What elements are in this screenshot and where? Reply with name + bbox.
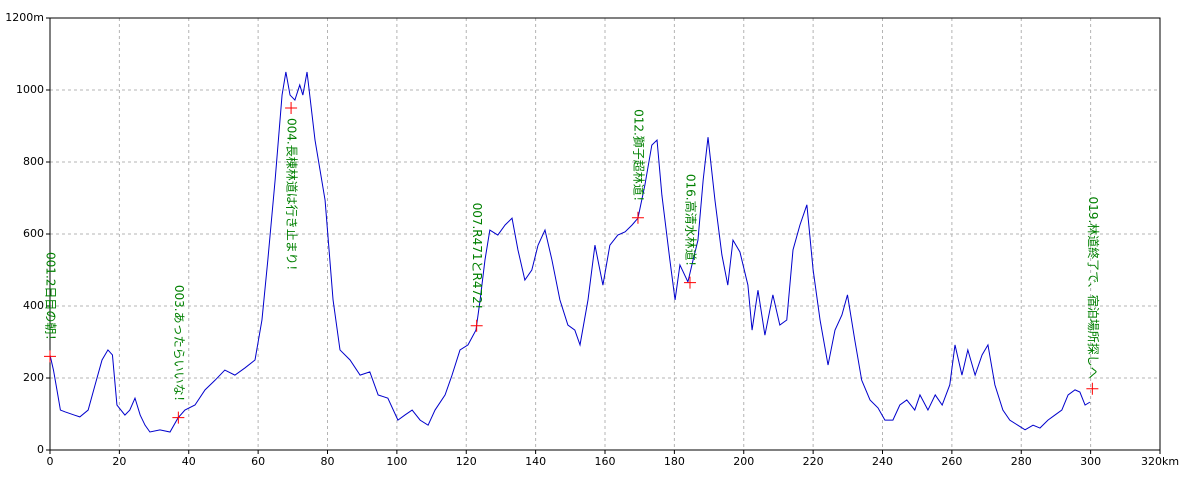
x-tick-label: 240 [872,455,893,468]
x-tick-label: 20 [112,455,126,468]
y-tick-label: 800 [23,155,44,168]
waypoint-label: 012.獅子超林道！ [631,109,646,208]
waypoint-label: 007.R471とR472！ [470,203,484,316]
waypoint-marker [631,211,644,224]
waypoint-label: 004.長棟林道は行き止まり！ [285,118,300,277]
elevation-line [49,71,1091,433]
waypoint-marker [683,276,696,289]
waypoint-marker [285,102,298,114]
waypoint-label: 016.高清水林道！ [683,174,698,273]
x-tick-label: 80 [321,455,335,468]
plot-frame [49,17,1161,451]
y-tick-label: 0 [37,443,44,456]
y-tick-label: 600 [23,227,44,240]
x-tick-label: 260 [941,455,962,468]
x-tick-label: 220 [803,455,824,468]
x-tick-label: 100 [386,455,407,468]
x-tick-label: 120 [456,455,477,468]
waypoint-label: 001.2日目の朝！ [44,252,58,346]
x-tick-label: 0 [47,455,54,468]
x-tick-label: 320km [1141,455,1179,468]
y-tick-label: 200 [23,371,44,384]
y-tick-label: 1000 [16,83,44,96]
y-tick-label: 400 [23,299,44,312]
x-tick-label: 40 [182,455,196,468]
waypoint-marker [44,350,56,363]
x-tick-label: 160 [595,455,616,468]
x-tick-label: 280 [1011,455,1032,468]
x-tick-label: 200 [733,455,754,468]
waypoint-marker [172,411,185,424]
y-tick-label: 1200m [5,11,44,24]
x-tick-label: 300 [1080,455,1101,468]
x-tick-label: 60 [251,455,265,468]
x-tick-label: 180 [664,455,685,468]
waypoint-marker [1086,382,1099,395]
waypoint-marker [470,319,483,332]
waypoint-label: 003.あったらいいな！ [172,285,186,408]
x-tick-label: 140 [525,455,546,468]
waypoint-label: 019.林道終了で、宿泊場所探しへ [1086,197,1101,379]
